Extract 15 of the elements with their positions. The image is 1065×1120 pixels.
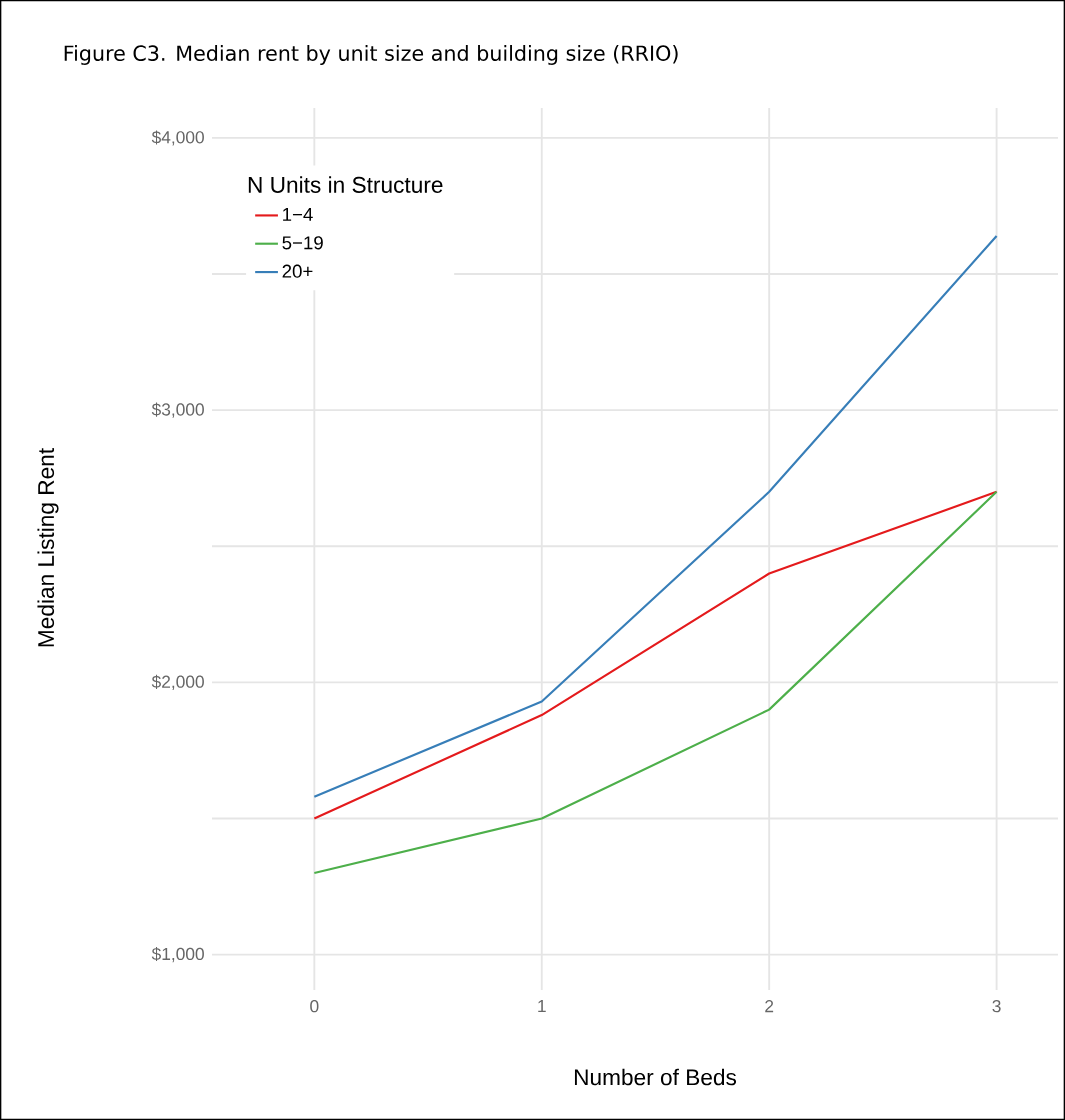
chart-title: Figure C3. Median rent by unit size and building size (RRIO): [64, 44, 678, 65]
legend-label: 1−4: [283, 208, 313, 221]
y-tick-label: $1,000: [151, 947, 204, 963]
x-tick-label: 2: [765, 1000, 774, 1013]
y-tick-label: $4,000: [151, 130, 204, 146]
y-axis-title: Median Listing Rent: [37, 448, 59, 647]
x-axis-title: Number of Beds: [574, 1068, 737, 1086]
legend-title: N Units in Structure: [248, 176, 443, 193]
y-tick-label: $3,000: [151, 402, 204, 418]
x-tick-label: 3: [992, 1000, 1001, 1013]
legend-label: 5−19: [282, 236, 323, 250]
y-tick-label: $2,000: [151, 674, 204, 690]
x-tick-label: 0: [310, 1000, 319, 1013]
legend-label: 20+: [282, 264, 313, 278]
x-tick-label: 1: [538, 1000, 546, 1012]
